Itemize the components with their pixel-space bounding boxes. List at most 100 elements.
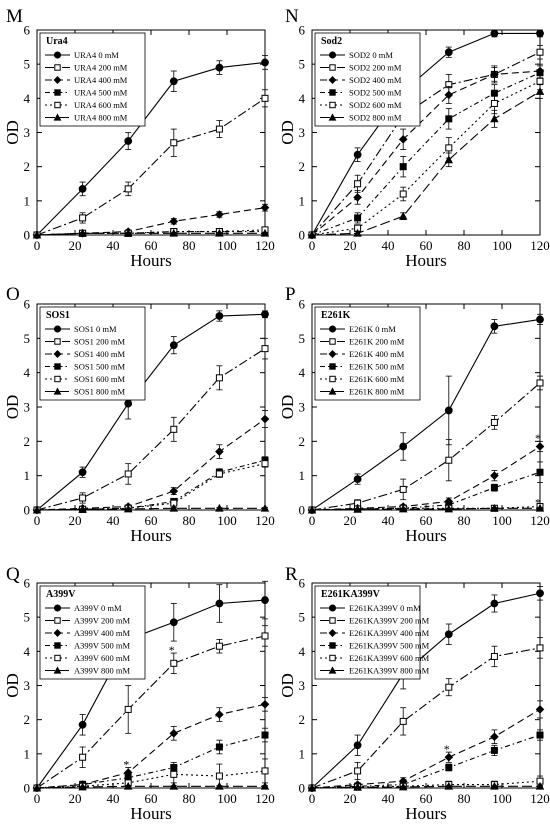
legend-item: E261K 800 mM (320, 387, 405, 397)
x-tick-label: 60 (145, 513, 158, 528)
legend-label: E261K 500 mM (349, 362, 405, 372)
series-line (311, 708, 541, 789)
data-point (78, 782, 87, 791)
y-tick-label: 5 (299, 57, 306, 72)
legend-label: A399V 800 mM (74, 666, 130, 676)
data-point (398, 782, 408, 791)
data-point (215, 710, 224, 719)
data-point (215, 210, 224, 219)
legend-label: E261K 400 mM (349, 349, 405, 359)
data-point (490, 70, 499, 79)
data-point (444, 48, 453, 57)
legend-label: SOS1 0 mM (74, 324, 117, 334)
x-tick-label: 60 (420, 513, 433, 528)
panel-letter: R (285, 564, 298, 585)
legend-label: SOD2 500 mM (349, 88, 402, 98)
chart-title: Sod2 (321, 36, 342, 47)
data-point (444, 504, 454, 513)
legend-marker (53, 604, 62, 612)
legend-marker (328, 325, 337, 333)
data-point (535, 442, 545, 451)
x-tick-label: 20 (344, 238, 357, 253)
legend-item: E261K 500 mM (320, 362, 405, 372)
x-tick-label: 80 (458, 513, 471, 528)
x-tick-label: 60 (145, 791, 158, 806)
y-tick-label: 5 (24, 610, 31, 625)
legend-item: SOS1 500 mM (45, 362, 125, 372)
series-line (36, 232, 265, 236)
legend-marker (53, 666, 62, 674)
series-line (36, 770, 266, 789)
series-line (311, 80, 541, 236)
legend-item: SOD2 200 mM (320, 63, 402, 73)
data-point (124, 137, 133, 145)
data-point (535, 781, 545, 790)
data-point (535, 705, 545, 714)
x-axis-label: Hours (405, 251, 447, 270)
legend-label: E261KA399V 500 mM (349, 641, 430, 651)
data-point (169, 781, 179, 790)
data-point (32, 783, 42, 792)
data-point (445, 456, 453, 464)
y-tick-label: 2 (299, 712, 306, 727)
series-line (36, 785, 265, 789)
legend-marker (328, 387, 337, 395)
legend: Ura4 URA4 0 mM URA4 200 mM URA4 400 mM URA4 … (39, 32, 146, 127)
data-point (490, 746, 498, 754)
x-tick-label: 40 (382, 238, 395, 253)
series-6 (32, 503, 270, 514)
legend: A399V A399V 0 mM A399V 200 mM A399V 400 mM A… (39, 585, 146, 680)
y-tick-label: 0 (24, 503, 31, 518)
y-tick-label: 0 (299, 228, 306, 243)
x-tick-label: 120 (530, 238, 550, 253)
data-point (260, 228, 270, 237)
x-tick-label: 0 (34, 513, 41, 528)
legend-marker (328, 629, 337, 637)
series-line (311, 382, 541, 511)
series-line (36, 703, 266, 789)
x-tick-label: 80 (183, 513, 196, 528)
x-tick-label: 40 (107, 513, 120, 528)
data-point (536, 379, 544, 387)
y-tick-label: 1 (299, 746, 306, 761)
data-point (490, 484, 498, 492)
data-point (260, 699, 270, 709)
legend-label: SOS1 400 mM (74, 349, 125, 359)
y-tick-label: 4 (299, 365, 306, 380)
data-point (123, 228, 133, 237)
legend-marker (53, 350, 62, 358)
y-tick-label: 5 (24, 331, 31, 346)
legend-label: A399V 200 mM (74, 616, 130, 626)
data-point (78, 228, 87, 237)
series-line (36, 229, 266, 236)
y-tick-label: 6 (24, 576, 31, 591)
legend-label: A399V 0 mM (74, 603, 122, 613)
series-2 (308, 637, 544, 792)
series-2 (308, 375, 544, 514)
x-tick-label: 80 (458, 238, 471, 253)
data-point (444, 781, 454, 790)
series-4 (308, 729, 544, 792)
data-point (124, 185, 132, 193)
legend-marker (53, 76, 62, 84)
series-2 (33, 625, 269, 792)
data-point (169, 618, 178, 627)
data-point (260, 503, 270, 512)
data-point (260, 203, 270, 212)
series-line (311, 72, 541, 236)
data-point (490, 503, 499, 512)
y-tick-label: 2 (299, 159, 306, 174)
data-point (215, 447, 224, 456)
series-line (36, 418, 266, 511)
data-point (124, 399, 133, 408)
data-point (261, 58, 269, 67)
legend-item: A399V 200 mM (45, 616, 130, 626)
legend-marker (53, 629, 62, 637)
legend-item: SOD2 0 mM (320, 50, 393, 60)
legend-marker (329, 363, 336, 370)
y-tick-label: 2 (299, 434, 306, 449)
legend-label: E261KA399V 800 mM (349, 666, 430, 676)
legend-marker (53, 113, 62, 121)
data-point (490, 114, 499, 123)
